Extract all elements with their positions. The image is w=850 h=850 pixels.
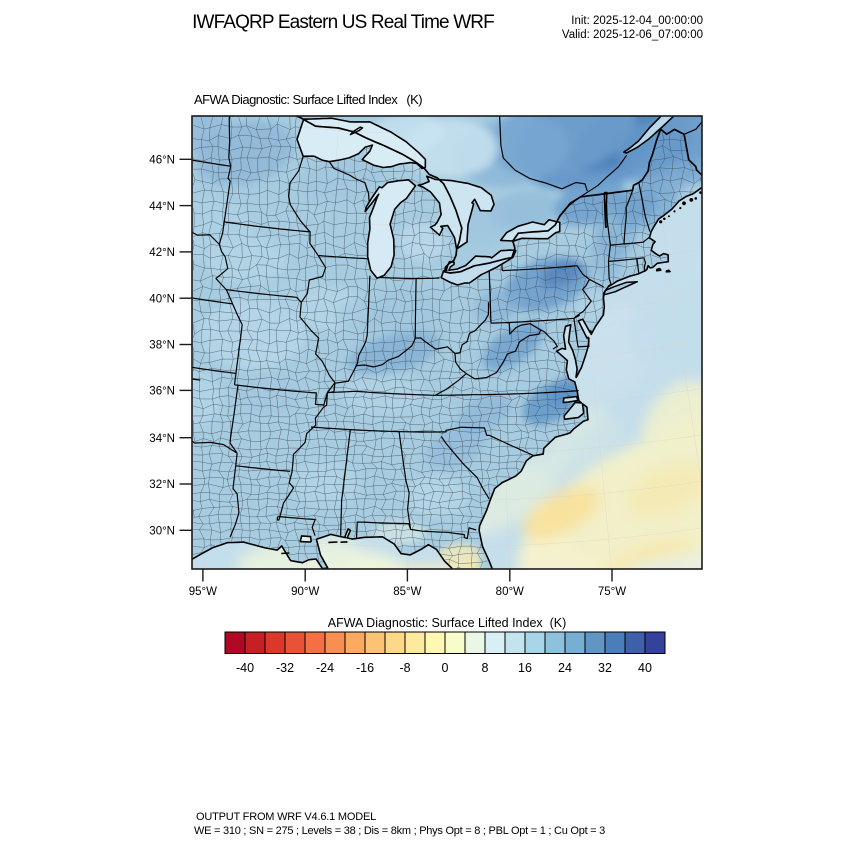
svg-text:Init: 2025-12-04_00:00:00: Init: 2025-12-04_00:00:00	[571, 15, 703, 27]
svg-text:WE = 310 ; SN = 275 ; Levels =: WE = 310 ; SN = 275 ; Levels = 38 ; Dis …	[194, 825, 605, 837]
svg-text:16: 16	[518, 661, 532, 675]
svg-text:34°N: 34°N	[149, 433, 175, 445]
svg-text:44°N: 44°N	[149, 201, 175, 213]
svg-text:AFWA Diagnostic: Surface Lifte: AFWA Diagnostic: Surface Lifted Index (K…	[328, 616, 567, 630]
svg-text:-24: -24	[316, 661, 334, 675]
svg-text:32: 32	[598, 661, 612, 675]
svg-text:38°N: 38°N	[149, 340, 175, 352]
svg-text:40: 40	[638, 661, 652, 675]
svg-text:46°N: 46°N	[149, 155, 175, 167]
svg-text:80°W: 80°W	[496, 586, 524, 598]
svg-text:-40: -40	[236, 661, 254, 675]
svg-text:90°W: 90°W	[291, 586, 319, 598]
svg-text:-32: -32	[276, 661, 294, 675]
svg-text:Valid: 2025-12-06_07:00:00: Valid: 2025-12-06_07:00:00	[562, 29, 703, 41]
svg-text:-16: -16	[356, 661, 374, 675]
svg-text:40°N: 40°N	[149, 293, 175, 305]
svg-text:8: 8	[482, 661, 489, 675]
svg-text:AFWA Diagnostic: Surface Lifte: AFWA Diagnostic: Surface Lifted Index (K…	[194, 92, 422, 107]
svg-text:42°N: 42°N	[149, 247, 175, 259]
svg-text:85°W: 85°W	[393, 586, 421, 598]
svg-text:0: 0	[442, 661, 449, 675]
svg-text:32°N: 32°N	[149, 479, 175, 491]
svg-text:OUTPUT FROM WRF V4.6.1 MODEL: OUTPUT FROM WRF V4.6.1 MODEL	[196, 811, 376, 823]
svg-text:95°W: 95°W	[189, 586, 217, 598]
svg-text:30°N: 30°N	[149, 526, 175, 538]
svg-text:-8: -8	[399, 661, 410, 675]
svg-text:24: 24	[558, 661, 572, 675]
svg-text:75°W: 75°W	[598, 586, 626, 598]
svg-text:36°N: 36°N	[149, 386, 175, 398]
svg-text:IWFAQRP Eastern US Real Time W: IWFAQRP Eastern US Real Time WRF	[192, 12, 494, 33]
